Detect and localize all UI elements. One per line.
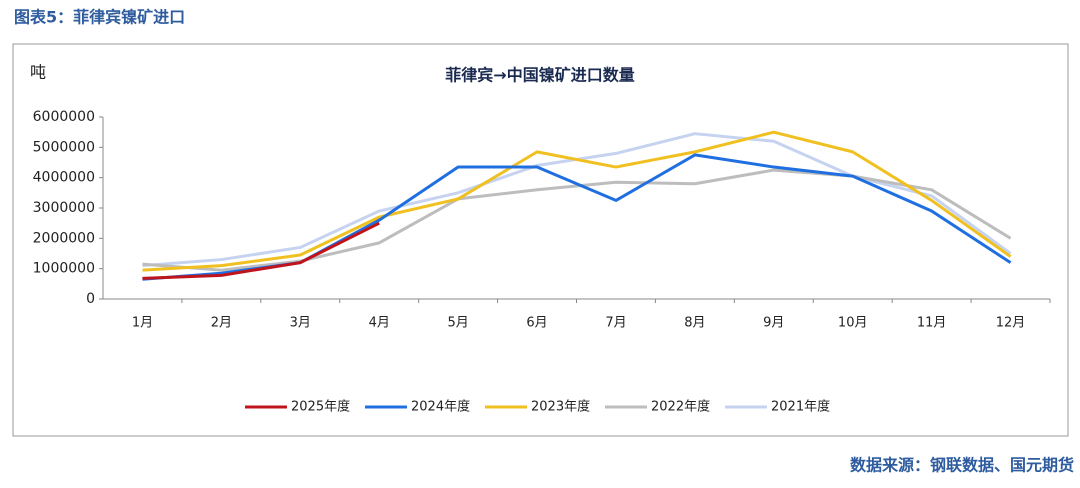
header-title: 图表5：菲律宾镍矿进口 bbox=[14, 8, 185, 27]
y-tick-label: 0 bbox=[86, 291, 95, 307]
x-tick-label: 6月 bbox=[526, 316, 547, 331]
legend-label: 2022年度 bbox=[651, 399, 710, 415]
x-tick-label: 3月 bbox=[290, 316, 311, 331]
y-tick-label: 1000000 bbox=[33, 261, 95, 277]
x-tick-label: 12月 bbox=[996, 316, 1026, 331]
series-line bbox=[142, 221, 380, 280]
x-tick-label: 8月 bbox=[684, 316, 705, 331]
x-tick-label: 2月 bbox=[211, 316, 232, 331]
series-line bbox=[142, 130, 1012, 272]
series-line bbox=[142, 168, 1012, 272]
chart-frame bbox=[12, 43, 1069, 437]
x-tick-label: 5月 bbox=[447, 316, 468, 331]
y-axis-label: 吨 bbox=[30, 63, 46, 82]
x-tick-label: 1月 bbox=[132, 316, 153, 331]
chart-title: 菲律宾→中国镍矿进口数量 bbox=[445, 66, 634, 85]
x-tick-label: 11月 bbox=[917, 316, 947, 331]
y-tick-label: 4000000 bbox=[33, 170, 95, 186]
x-tick-label: 10月 bbox=[838, 316, 868, 331]
legend-label: 2024年度 bbox=[411, 399, 470, 415]
legend-label: 2025年度 bbox=[291, 399, 350, 415]
source: 数据来源：钢联数据、国元期货 bbox=[850, 456, 1074, 475]
legend-label: 2023年度 bbox=[531, 399, 590, 415]
legend-label: 2021年度 bbox=[771, 399, 830, 415]
y-tick-label: 2000000 bbox=[33, 230, 95, 246]
y-tick-label: 3000000 bbox=[33, 200, 95, 216]
series-line bbox=[142, 153, 1012, 281]
x-tick-label: 9月 bbox=[763, 316, 784, 331]
y-tick-label: 5000000 bbox=[33, 139, 95, 155]
series-line bbox=[142, 132, 1012, 268]
x-tick-label: 4月 bbox=[369, 316, 390, 331]
x-tick-label: 7月 bbox=[605, 316, 626, 331]
y-tick-label: 6000000 bbox=[33, 109, 95, 125]
